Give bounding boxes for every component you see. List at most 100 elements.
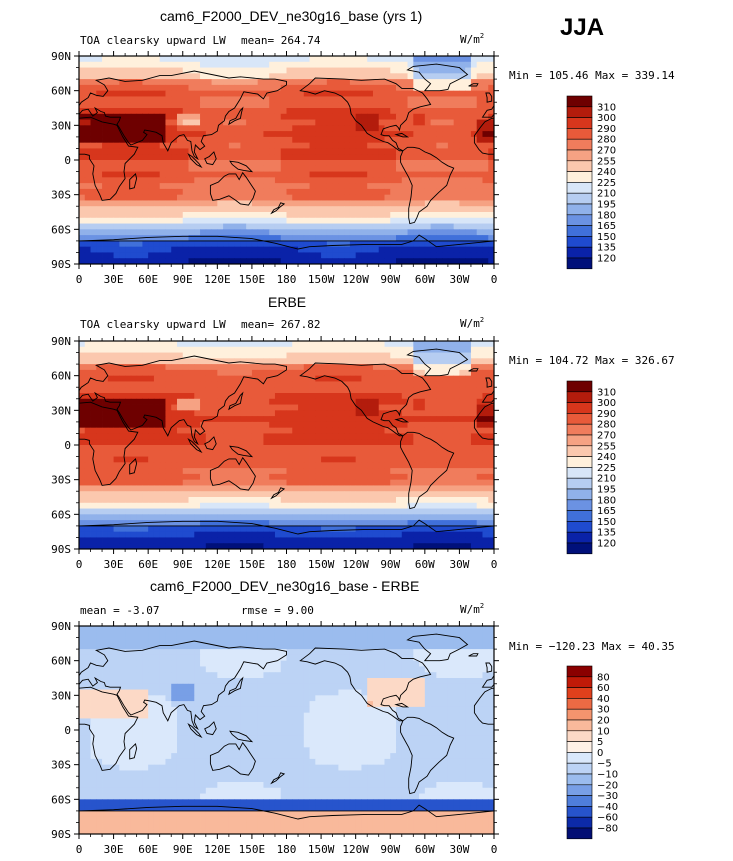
field-cell: [205, 352, 212, 359]
field-cell: [263, 136, 270, 144]
field-cell: [321, 108, 328, 115]
field-cell: [223, 154, 230, 161]
field-cell: [200, 79, 207, 86]
field-cell: [223, 421, 230, 429]
field-cell: [257, 142, 264, 149]
field-cell: [488, 364, 494, 371]
field-cell: [430, 131, 437, 138]
field-cell: [303, 352, 310, 359]
field-cell: [90, 341, 97, 348]
field-cell: [228, 468, 236, 475]
field-cell: [465, 381, 472, 388]
y-tick-label: 60S: [51, 223, 71, 236]
field-cell: [165, 491, 172, 498]
field-cell: [136, 491, 143, 498]
field-cell: [419, 136, 426, 144]
field-cell: [482, 90, 489, 97]
field-cell: [125, 108, 132, 115]
field-cell: [234, 240, 241, 248]
field-cell: [326, 160, 334, 167]
field-cell: [217, 508, 224, 515]
field-cell: [234, 73, 241, 80]
field-cell: [84, 154, 91, 161]
colorbar-box: [566, 214, 593, 226]
field-cell: [321, 473, 328, 481]
field-cell: [303, 485, 310, 492]
field-cell: [188, 456, 195, 463]
field-cell: [165, 125, 172, 132]
field-cell: [211, 416, 218, 423]
field-cell: [240, 165, 247, 172]
field-cell: [251, 56, 259, 63]
field-cell: [102, 473, 109, 481]
field-cell: [159, 468, 166, 475]
field-cell: [234, 246, 241, 253]
field-cell: [182, 450, 189, 457]
field-cell: [136, 341, 143, 348]
field-cell: [228, 113, 236, 120]
field-cell: [148, 421, 155, 429]
field-cell: [349, 502, 357, 509]
field-cell: [372, 364, 380, 371]
field-cell: [309, 252, 316, 259]
field-cell: [107, 416, 114, 423]
field-cell: [413, 341, 420, 348]
field-cell: [407, 473, 414, 481]
field-cell: [355, 125, 362, 132]
field-cell: [165, 194, 172, 201]
field-cell: [367, 148, 374, 155]
field-cell: [136, 433, 143, 440]
field-cell: [269, 177, 276, 184]
field-cell: [344, 398, 351, 405]
field-cell: [332, 427, 339, 434]
field-cell: [274, 79, 282, 86]
field-cell: [436, 154, 443, 161]
field-cell: [84, 212, 91, 219]
field-cell: [257, 56, 264, 63]
field-cell: [228, 160, 236, 167]
field-cell: [159, 148, 166, 155]
field-cell: [194, 61, 201, 68]
field-cell: [113, 341, 120, 348]
field-cell: [257, 148, 264, 155]
field-cell: [84, 445, 91, 452]
field-cell: [130, 369, 138, 377]
field-cell: [107, 352, 114, 359]
field-cell: [136, 358, 143, 365]
field-cell: [326, 433, 334, 440]
field-cell: [171, 148, 178, 155]
field-cell: [367, 416, 374, 423]
field-cell: [176, 246, 184, 253]
field-cell: [470, 381, 478, 388]
field-cell: [298, 369, 305, 377]
field-cell: [303, 375, 310, 382]
field-cell: [257, 491, 264, 498]
field-cell: [292, 200, 299, 207]
field-cell: [153, 200, 161, 207]
field-cell: [384, 125, 391, 132]
field-cell: [96, 497, 103, 504]
field-cell: [372, 108, 380, 115]
field-cell: [447, 217, 455, 224]
field-cell: [251, 160, 259, 167]
field-cell: [130, 404, 138, 411]
field-cell: [251, 404, 259, 411]
field-cell: [107, 393, 114, 400]
field-cell: [315, 148, 322, 155]
field-cell: [234, 341, 241, 348]
field-cell: [419, 416, 426, 423]
field-cell: [401, 252, 408, 259]
field-cell: [390, 445, 397, 452]
field-cell: [217, 258, 224, 264]
field-cell: [194, 445, 201, 452]
field-cell: [315, 194, 322, 201]
field-cell: [430, 346, 437, 353]
field-cell: [274, 439, 282, 446]
field-cell: [269, 381, 276, 388]
field-cell: [453, 119, 460, 126]
field-cell: [407, 96, 414, 103]
field-cell: [332, 410, 339, 417]
field-cell: [430, 148, 437, 155]
field-cell: [211, 352, 218, 359]
field-cell: [396, 427, 403, 434]
